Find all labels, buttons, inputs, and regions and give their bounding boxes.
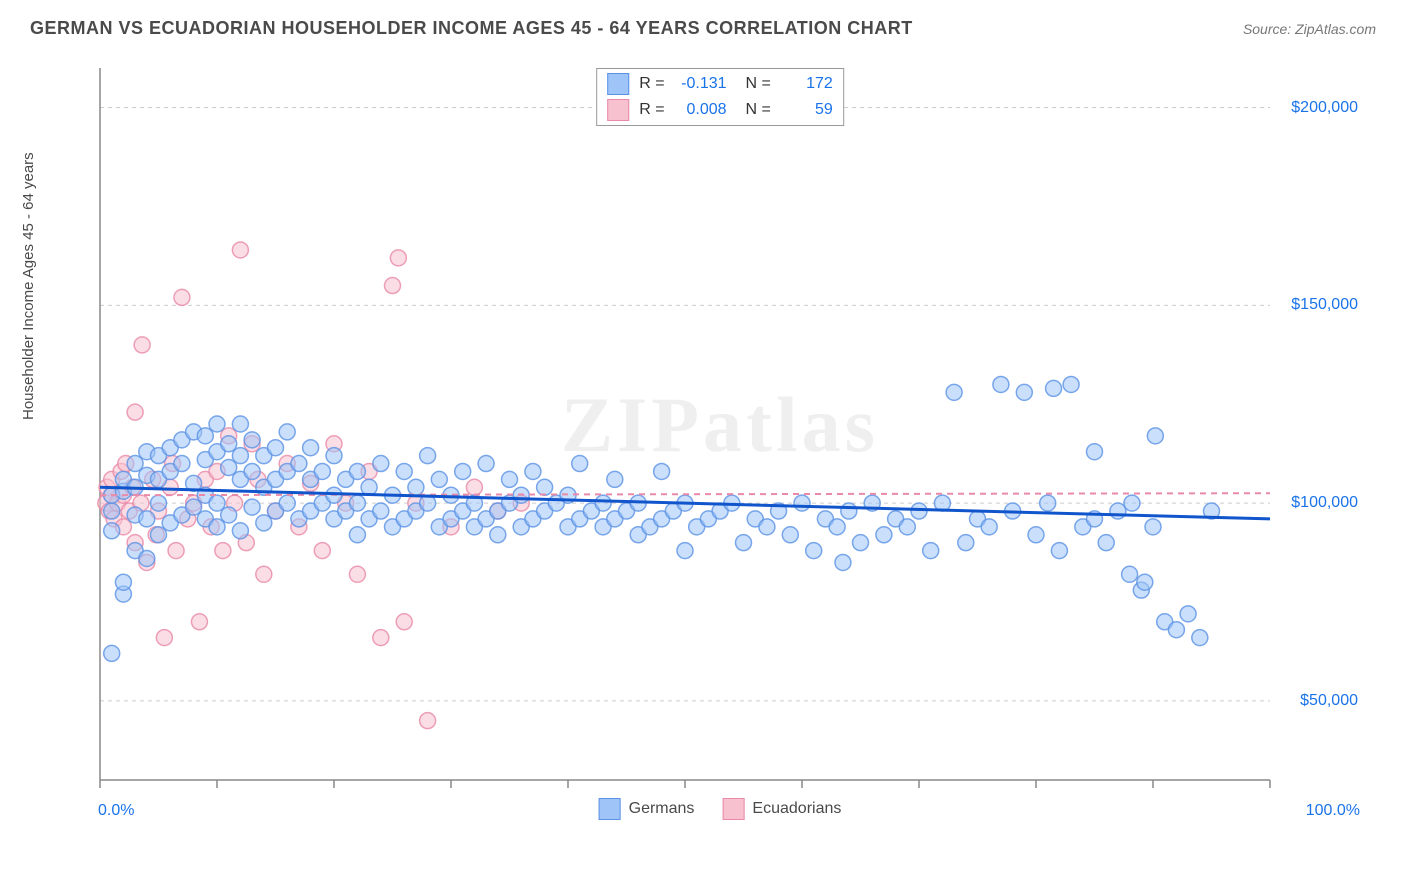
x-axis-min-label: 0.0%: [98, 802, 134, 820]
y-tick-label: $150,000: [1291, 296, 1358, 314]
chart-source: Source: ZipAtlas.com: [1243, 21, 1376, 37]
stats-legend: R = -0.131 N = 172 R = 0.008 N = 59: [596, 68, 844, 126]
y-tick-label: $100,000: [1291, 494, 1358, 512]
scatter-chart: [70, 60, 1370, 820]
y-tick-label: $50,000: [1300, 692, 1358, 710]
chart-title: GERMAN VS ECUADORIAN HOUSEHOLDER INCOME …: [30, 18, 913, 39]
x-axis-max-label: 100.0%: [1306, 802, 1360, 820]
y-axis-label: Householder Income Ages 45 - 64 years: [20, 152, 37, 420]
legend-label: Germans: [629, 800, 695, 818]
legend-item-ecuadorians: Ecuadorians: [722, 798, 841, 820]
stats-row-ecuadorians: R = 0.008 N = 59: [603, 97, 837, 123]
stats-row-germans: R = -0.131 N = 172: [603, 71, 837, 97]
y-tick-label: $200,000: [1291, 99, 1358, 117]
legend-label: Ecuadorians: [752, 800, 841, 818]
series-legend: Germans Ecuadorians: [599, 798, 842, 820]
legend-item-germans: Germans: [599, 798, 695, 820]
